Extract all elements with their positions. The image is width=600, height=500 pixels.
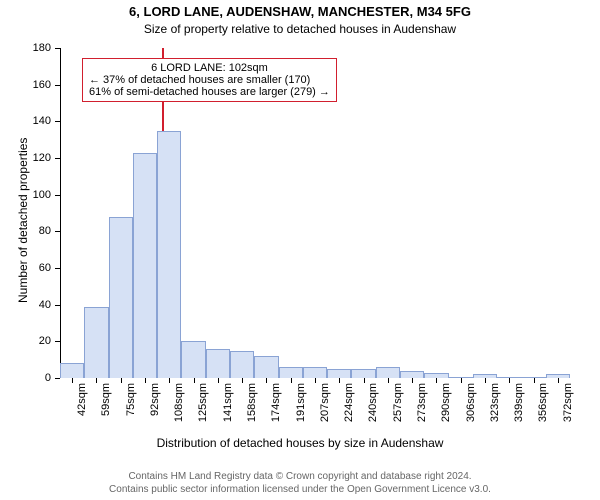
footer-attribution: Contains HM Land Registry data © Crown c… [0, 471, 600, 496]
x-tick-mark [534, 378, 535, 383]
x-tick-label: 59sqm [100, 383, 112, 429]
x-tick-mark [436, 378, 437, 383]
x-tick-label: 75sqm [125, 383, 137, 429]
x-tick-label: 125sqm [197, 383, 209, 429]
histogram-bar [84, 307, 108, 379]
x-tick-label: 306sqm [465, 383, 477, 429]
x-tick-label: 108sqm [173, 383, 185, 429]
histogram-bar [181, 341, 205, 378]
x-tick-mark [242, 378, 243, 383]
x-tick-mark [96, 378, 97, 383]
chart-title-sub: Size of property relative to detached ho… [0, 22, 600, 36]
y-tick-label: 40 [25, 299, 51, 311]
y-tick-label: 160 [25, 79, 51, 91]
histogram-bar [303, 367, 327, 378]
x-tick-mark [364, 378, 365, 383]
histogram-bar [279, 367, 303, 378]
y-tick-mark [55, 378, 60, 379]
x-tick-mark [412, 378, 413, 383]
y-tick-label: 80 [25, 225, 51, 237]
annotation-line: ← 37% of detached houses are smaller (17… [89, 74, 330, 86]
y-tick-label: 120 [25, 152, 51, 164]
y-tick-label: 0 [25, 372, 51, 384]
x-tick-mark [509, 378, 510, 383]
footer-line: Contains HM Land Registry data © Crown c… [0, 471, 600, 484]
x-tick-mark [218, 378, 219, 383]
y-tick-label: 100 [25, 189, 51, 201]
x-tick-label: 290sqm [440, 383, 452, 429]
x-tick-label: 339sqm [513, 383, 525, 429]
x-tick-mark [266, 378, 267, 383]
x-tick-mark [461, 378, 462, 383]
x-tick-label: 323sqm [489, 383, 501, 429]
histogram-bar [351, 369, 375, 378]
y-tick-mark [55, 305, 60, 306]
figure: 6, LORD LANE, AUDENSHAW, MANCHESTER, M34… [0, 0, 600, 500]
y-tick-label: 60 [25, 262, 51, 274]
x-tick-label: 207sqm [319, 383, 331, 429]
x-tick-mark [72, 378, 73, 383]
y-axis-line [60, 48, 61, 378]
x-tick-label: 273sqm [416, 383, 428, 429]
annotation-line: 61% of semi-detached houses are larger (… [89, 86, 330, 98]
x-tick-mark [194, 378, 195, 383]
x-tick-label: 356sqm [537, 383, 549, 429]
y-tick-label: 180 [25, 42, 51, 54]
y-tick-mark [55, 85, 60, 86]
histogram-bar [376, 367, 400, 378]
histogram-bar [400, 371, 424, 378]
annotation-box: 6 LORD LANE: 102sqm← 37% of detached hou… [82, 58, 337, 102]
x-tick-mark [169, 378, 170, 383]
histogram-bar [327, 369, 351, 378]
y-tick-mark [55, 341, 60, 342]
x-tick-label: 257sqm [392, 383, 404, 429]
x-tick-mark [485, 378, 486, 383]
x-tick-mark [291, 378, 292, 383]
histogram-bar [60, 363, 84, 378]
y-tick-label: 20 [25, 335, 51, 347]
x-tick-mark [388, 378, 389, 383]
y-tick-mark [55, 231, 60, 232]
y-tick-mark [55, 158, 60, 159]
x-tick-label: 42sqm [76, 383, 88, 429]
histogram-bar [157, 131, 181, 379]
x-tick-label: 224sqm [343, 383, 355, 429]
x-tick-label: 141sqm [222, 383, 234, 429]
x-tick-label: 191sqm [295, 383, 307, 429]
histogram-bar [133, 153, 157, 379]
annotation-line: 6 LORD LANE: 102sqm [89, 62, 330, 74]
y-tick-label: 140 [25, 115, 51, 127]
x-axis-label: Distribution of detached houses by size … [0, 436, 600, 450]
y-tick-mark [55, 195, 60, 196]
footer-line: Contains public sector information licen… [0, 484, 600, 497]
x-tick-mark [339, 378, 340, 383]
y-tick-mark [55, 121, 60, 122]
x-tick-label: 372sqm [562, 383, 574, 429]
x-tick-label: 240sqm [367, 383, 379, 429]
x-tick-mark [315, 378, 316, 383]
y-tick-mark [55, 268, 60, 269]
x-tick-label: 174sqm [270, 383, 282, 429]
x-tick-mark [121, 378, 122, 383]
histogram-bar [254, 356, 278, 378]
x-tick-label: 158sqm [246, 383, 258, 429]
histogram-bar [109, 217, 133, 378]
histogram-bar [230, 351, 254, 379]
x-tick-mark [145, 378, 146, 383]
y-tick-mark [55, 48, 60, 49]
x-tick-mark [558, 378, 559, 383]
histogram-bar [206, 349, 230, 378]
x-tick-label: 92sqm [149, 383, 161, 429]
chart-title-main: 6, LORD LANE, AUDENSHAW, MANCHESTER, M34… [0, 4, 600, 19]
